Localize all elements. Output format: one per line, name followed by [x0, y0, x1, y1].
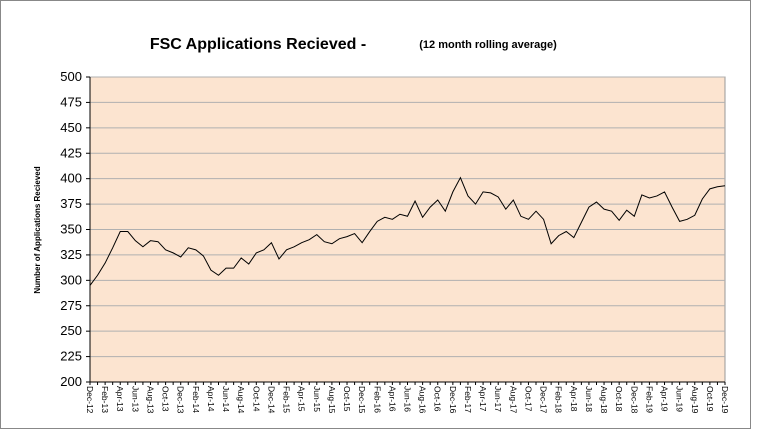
x-tick-label: Oct-16 [433, 386, 443, 412]
x-tick-label: Jun-14 [221, 386, 231, 412]
x-tick-label: Oct-14 [251, 386, 261, 412]
y-tick-label: 425 [60, 145, 82, 160]
x-tick-label: Feb-17 [463, 386, 473, 413]
x-tick-label: Jun-13 [130, 386, 140, 412]
y-tick-label: 450 [60, 120, 82, 135]
x-tick-label: Aug-18 [599, 386, 609, 414]
x-tick-label: Aug-14 [236, 386, 246, 414]
x-tick-label: Dec-14 [266, 386, 276, 414]
x-tick-label: Apr-13 [115, 386, 125, 412]
x-tick-label: Feb-18 [554, 386, 564, 413]
x-tick-label: Dec-17 [539, 386, 549, 414]
y-tick-label: 250 [60, 323, 82, 338]
x-tick-label: Oct-19 [705, 386, 715, 412]
x-tick-label: Feb-13 [100, 386, 110, 413]
x-tick-label: Jun-16 [403, 386, 413, 412]
x-tick-label: Apr-16 [387, 386, 397, 412]
x-tick-label: Aug-16 [418, 386, 428, 414]
y-tick-label: 475 [60, 94, 82, 109]
y-axis-label: Number of Applications Recieved [33, 166, 42, 293]
x-tick-label: Feb-19 [644, 386, 654, 413]
chart-subtitle: (12 month rolling average) [419, 39, 557, 51]
y-tick-label: 275 [60, 298, 82, 313]
x-tick-label: Aug-17 [508, 386, 518, 414]
x-tick-label: Jun-19 [675, 386, 685, 412]
chart-title: FSC Applications Recieved - [150, 36, 366, 53]
x-tick-label: Oct-17 [523, 386, 533, 412]
x-tick-label: Apr-15 [297, 386, 307, 412]
x-tick-label: Jun-15 [312, 386, 322, 412]
y-tick-label: 200 [60, 374, 82, 389]
y-tick-label: 225 [60, 349, 82, 364]
x-tick-label: Apr-18 [569, 386, 579, 412]
x-tick-label: Oct-15 [342, 386, 352, 412]
x-tick-label: Dec-15 [357, 386, 367, 414]
x-tick-label: Jun-18 [584, 386, 594, 412]
y-tick-label: 375 [60, 196, 82, 211]
y-tick-label: 300 [60, 272, 82, 287]
x-tick-label: Aug-19 [690, 386, 700, 414]
data-line [89, 176, 726, 286]
x-tick-label: Jun-17 [493, 386, 503, 412]
x-tick-label: Aug-13 [145, 386, 155, 414]
x-tick-label: Dec-18 [629, 386, 639, 414]
y-tick-label: 400 [60, 171, 82, 186]
y-tick-label: 350 [60, 222, 82, 237]
x-tick-label: Oct-18 [614, 386, 624, 412]
y-tick-label: 325 [60, 247, 82, 262]
x-tick-label: Dec-19 [720, 386, 730, 414]
x-tick-label: Apr-19 [660, 386, 670, 412]
x-tick-label: Dec-12 [85, 386, 95, 414]
x-tick-label: Feb-15 [282, 386, 292, 413]
x-tick-label: Feb-14 [191, 386, 201, 413]
x-tick-label: Feb-16 [372, 386, 382, 413]
y-tick-label: 500 [60, 69, 82, 84]
x-tick-label: Apr-14 [206, 386, 216, 412]
x-tick-label: Oct-13 [161, 386, 171, 412]
x-tick-label: Dec-16 [448, 386, 458, 414]
x-tick-label: Apr-17 [478, 386, 488, 412]
x-tick-label: Dec-13 [176, 386, 186, 414]
x-tick-label: Aug-15 [327, 386, 337, 414]
